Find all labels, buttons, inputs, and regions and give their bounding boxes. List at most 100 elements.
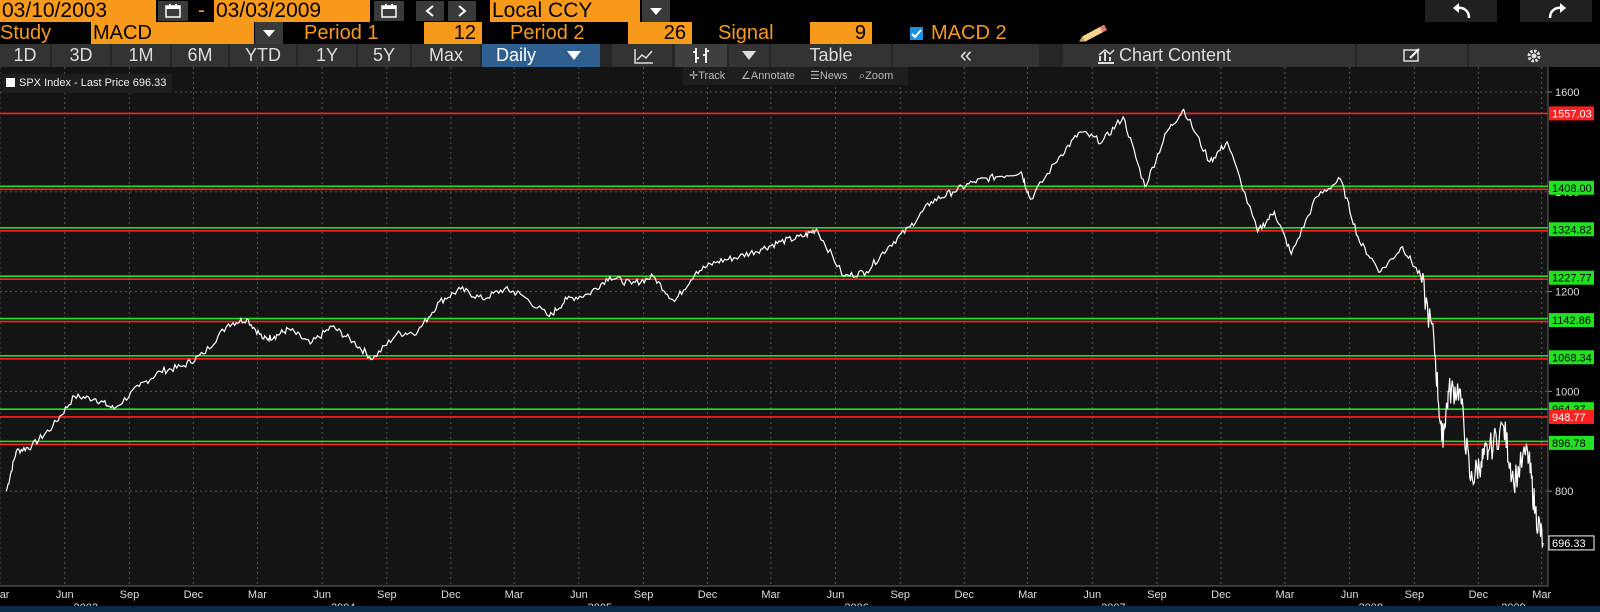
level-label: 1408.00 [1552,183,1592,195]
x-tick-label: Mar [505,589,524,601]
level-label-box [1549,350,1594,365]
last-price-box [1548,535,1595,551]
calendar-icon [381,4,397,18]
x-tick-label: Dec [184,589,204,601]
level-label-box [1549,313,1594,328]
range-ytd-button[interactable]: YTD [230,44,296,67]
level-label: 1068.34 [1552,352,1592,364]
track-label: Track [698,70,726,82]
plot-area [0,67,1548,586]
level-label-box [1549,222,1594,237]
range-max-button[interactable]: Max [412,44,480,67]
x-tick-label: Mar [248,589,267,601]
period1-input[interactable]: 12 [424,22,482,44]
chart-content-button[interactable]: Chart Content [1063,44,1355,67]
gear-icon [1527,49,1541,63]
checkmark-icon [911,29,922,39]
frequency-select[interactable]: Daily [482,44,600,67]
x-tick-label: Dec [1211,589,1231,601]
start-date-field[interactable]: 03/10/2003 [0,0,156,22]
prev-period-button[interactable] [416,1,444,21]
level-label-box [1549,106,1594,121]
x-tick-label: Mar [1275,589,1294,601]
level-label: 1227.77 [1552,273,1592,285]
footer-strip [0,606,1600,612]
annotation-edit-button[interactable] [1357,44,1467,67]
range-1d-button[interactable]: 1D [0,44,50,67]
x-tick-label: Sep [890,589,910,601]
currency-dropdown-button[interactable] [642,0,670,22]
end-calendar-button[interactable] [374,1,404,21]
track-tool[interactable]: ✛ Track [689,67,725,85]
news-label: News [819,70,848,82]
x-tick-label: Sep [120,589,140,601]
series-legend[interactable]: SPX Index - Last Price 696.33 [2,74,173,93]
price-chart[interactable]: 80010001200140016001557.031408.001324.82… [0,67,1600,612]
next-period-button[interactable] [448,1,476,21]
x-tick-label: Mar [1018,589,1037,601]
y-tick-label: 1000 [1555,386,1579,398]
end-date-field[interactable]: 03/03/2009 [214,0,370,22]
study-dropdown-button[interactable] [255,22,283,44]
edit-pencil-button[interactable] [1078,24,1112,47]
range-1y-button[interactable]: 1Y [298,44,356,67]
last-price-label: 696.33 [1552,538,1586,550]
macd2-checkbox[interactable] [910,27,923,40]
candle-chart-type-button[interactable] [675,44,727,67]
x-tick-label: Jun [570,589,588,601]
range-6m-button[interactable]: 6M [172,44,228,67]
x-tick-label: Mar [1532,589,1551,601]
y-tick-label: 1200 [1555,287,1579,299]
line-chart-icon [634,49,653,64]
level-label-box [1549,180,1594,195]
signal-label: Signal [718,22,774,44]
level-label: 948.77 [1552,412,1586,424]
settings-button[interactable] [1469,44,1600,67]
currency-select[interactable]: Local CCY [490,0,640,22]
redo-button[interactable] [1520,0,1592,22]
level-label: 896.78 [1552,438,1586,450]
table-button[interactable]: Table [771,44,891,67]
annotate-tool[interactable]: ∠ Annotate [741,67,795,85]
x-tick-label: Jun [56,589,74,601]
caret-down-icon [263,30,275,37]
y-tick-label: 800 [1555,486,1573,498]
study-label: Study [0,22,52,44]
line-chart-type-button[interactable] [612,44,672,67]
period2-input[interactable]: 26 [628,22,692,44]
pencil-icon [1079,24,1108,42]
chart-toolbar: 1D 3D 1M 6M YTD 1Y 5Y Max Daily Table « … [0,44,1600,67]
range-5y-button[interactable]: 5Y [358,44,410,67]
x-tick-label: Sep [1405,589,1425,601]
x-tick-label: Dec [698,589,718,601]
chevron-right-icon [458,5,467,17]
x-tick-label: Dec [954,589,974,601]
redo-icon [1548,3,1566,19]
annotate-label: Annotate [750,70,795,82]
signal-input[interactable]: 9 [810,22,872,44]
range-1m-button[interactable]: 1M [112,44,170,67]
undo-button[interactable] [1425,0,1497,22]
study-select[interactable]: MACD [91,22,254,44]
price-series-line [5,108,1544,548]
chevron-left-icon [425,5,434,17]
macd2-label: MACD 2 [931,22,1007,44]
zoom-tool[interactable]: ⌕ Zoom [859,67,893,85]
chart-type-dropdown-button[interactable] [729,44,769,67]
calendar-icon [165,4,181,18]
caret-down-icon [650,8,662,15]
x-tick-label: Mar [761,589,780,601]
x-tick-label: Dec [1469,589,1489,601]
legend-label: SPX Index - Last Price 696.33 [19,77,167,89]
start-calendar-button[interactable] [158,1,188,21]
chart-content-label: Chart Content [1119,45,1232,65]
collapse-panel-button[interactable]: « [893,44,1039,67]
x-tick-label: Mar [0,589,10,601]
news-tool[interactable]: ☰ News [810,67,847,85]
date-separator: - [198,0,205,22]
x-tick-label: Jun [827,589,845,601]
level-label: 1324.82 [1552,224,1592,236]
range-3d-button[interactable]: 3D [52,44,110,67]
period2-label: Period 2 [510,22,585,44]
x-tick-label: Jun [1083,589,1101,601]
